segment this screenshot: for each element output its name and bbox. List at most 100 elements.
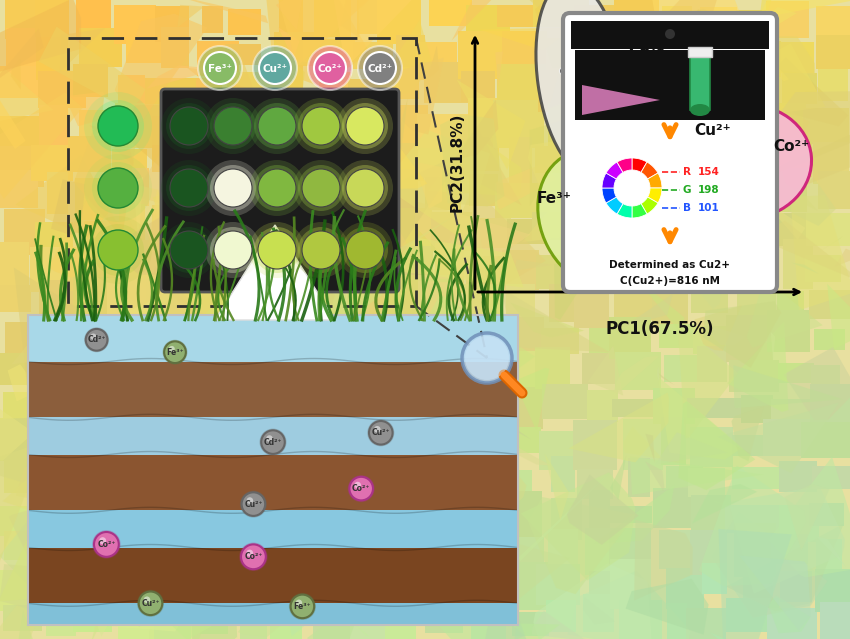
Circle shape — [205, 160, 261, 216]
Polygon shape — [583, 594, 614, 632]
Polygon shape — [5, 0, 46, 40]
Polygon shape — [314, 202, 355, 220]
Circle shape — [576, 100, 585, 109]
Polygon shape — [819, 171, 850, 209]
Polygon shape — [397, 58, 444, 134]
Polygon shape — [410, 279, 451, 282]
Polygon shape — [691, 116, 739, 144]
Polygon shape — [150, 466, 196, 507]
Polygon shape — [79, 28, 122, 67]
Polygon shape — [354, 42, 393, 70]
Bar — [690, 55, 710, 110]
Circle shape — [204, 52, 236, 84]
Polygon shape — [820, 603, 850, 639]
Polygon shape — [554, 263, 592, 320]
Polygon shape — [661, 417, 686, 465]
Circle shape — [259, 429, 286, 456]
Polygon shape — [393, 457, 421, 504]
Polygon shape — [229, 81, 263, 94]
Polygon shape — [42, 427, 71, 468]
Polygon shape — [446, 505, 494, 564]
Polygon shape — [337, 351, 366, 380]
Polygon shape — [275, 150, 317, 187]
Polygon shape — [457, 420, 508, 457]
Polygon shape — [621, 158, 706, 242]
Circle shape — [298, 165, 344, 211]
Polygon shape — [4, 461, 37, 493]
Polygon shape — [717, 116, 818, 211]
Circle shape — [162, 340, 188, 365]
Polygon shape — [502, 250, 539, 289]
Polygon shape — [702, 563, 727, 594]
Circle shape — [258, 169, 296, 207]
Polygon shape — [559, 215, 605, 277]
Polygon shape — [112, 523, 153, 567]
Circle shape — [662, 171, 671, 180]
Polygon shape — [416, 518, 445, 525]
Circle shape — [161, 222, 217, 278]
Polygon shape — [659, 324, 694, 348]
Ellipse shape — [536, 0, 626, 177]
Polygon shape — [31, 146, 73, 181]
Polygon shape — [779, 505, 819, 542]
Polygon shape — [124, 168, 150, 206]
Polygon shape — [235, 454, 280, 491]
Circle shape — [302, 107, 340, 145]
Polygon shape — [573, 420, 617, 470]
Polygon shape — [687, 397, 741, 418]
Polygon shape — [549, 284, 580, 321]
Polygon shape — [189, 320, 274, 394]
Polygon shape — [280, 259, 382, 358]
Polygon shape — [341, 242, 393, 282]
Text: G: G — [683, 185, 692, 195]
Polygon shape — [843, 596, 850, 639]
Polygon shape — [240, 601, 267, 639]
Polygon shape — [224, 44, 261, 65]
Polygon shape — [178, 5, 204, 27]
Polygon shape — [392, 208, 432, 257]
Polygon shape — [635, 277, 684, 334]
Polygon shape — [3, 476, 44, 513]
Polygon shape — [264, 174, 310, 205]
Wedge shape — [648, 188, 662, 203]
Polygon shape — [273, 172, 286, 231]
Polygon shape — [111, 149, 147, 187]
Bar — [28, 315, 518, 625]
Polygon shape — [549, 70, 582, 108]
Circle shape — [715, 173, 723, 182]
Text: Co²⁺: Co²⁺ — [318, 64, 343, 74]
Polygon shape — [318, 497, 388, 547]
Polygon shape — [177, 192, 191, 222]
Polygon shape — [512, 316, 544, 355]
Polygon shape — [182, 121, 203, 143]
Circle shape — [144, 596, 150, 603]
Polygon shape — [350, 596, 394, 639]
Polygon shape — [428, 133, 523, 196]
Polygon shape — [610, 558, 651, 608]
Circle shape — [246, 550, 253, 557]
Circle shape — [374, 426, 381, 433]
Polygon shape — [708, 144, 724, 160]
Polygon shape — [762, 220, 850, 284]
Polygon shape — [388, 456, 469, 576]
Polygon shape — [216, 410, 255, 440]
Polygon shape — [37, 542, 79, 576]
Polygon shape — [148, 558, 218, 639]
Polygon shape — [541, 328, 580, 355]
Polygon shape — [305, 293, 346, 323]
Polygon shape — [788, 177, 836, 226]
Polygon shape — [393, 365, 446, 451]
Polygon shape — [763, 419, 813, 456]
Polygon shape — [60, 28, 105, 72]
Circle shape — [346, 231, 384, 269]
Polygon shape — [663, 173, 705, 219]
Polygon shape — [392, 158, 460, 255]
Polygon shape — [389, 360, 441, 434]
Polygon shape — [308, 612, 355, 639]
Polygon shape — [224, 252, 264, 284]
Polygon shape — [256, 354, 363, 471]
Polygon shape — [726, 523, 844, 612]
Polygon shape — [146, 279, 200, 322]
Polygon shape — [649, 219, 728, 265]
Circle shape — [668, 157, 677, 167]
